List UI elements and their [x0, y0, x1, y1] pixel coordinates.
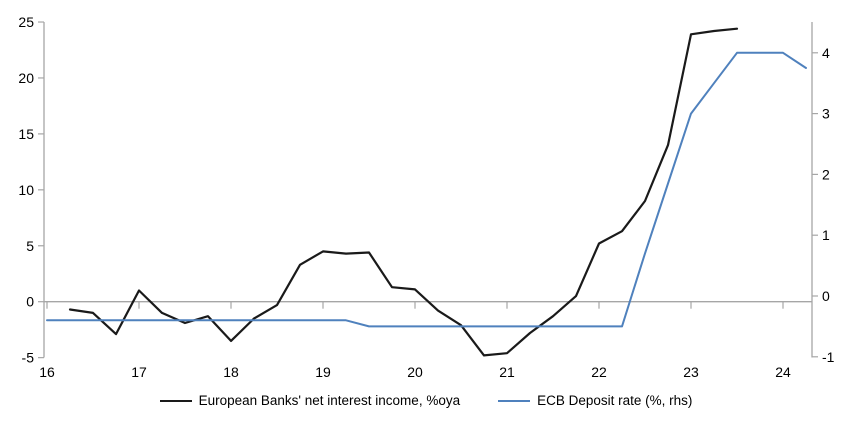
right-axis-tick-label: 1	[822, 227, 830, 243]
x-axis-tick-label: 24	[775, 364, 791, 380]
x-axis-tick-label: 18	[223, 364, 239, 380]
legend-line-swatch-black	[159, 399, 192, 402]
left-axis-tick-label: 0	[26, 294, 34, 310]
left-axis-tick-label: 10	[18, 182, 34, 198]
legend-item-ecb-deposit-rate: ECB Deposit rate (%, rhs)	[498, 393, 692, 408]
legend-label-ecb-deposit-rate: ECB Deposit rate (%, rhs)	[537, 393, 693, 408]
x-axis-tick-label: 16	[39, 364, 55, 380]
x-axis-tick-label: 21	[499, 364, 515, 380]
x-axis-tick-label: 17	[131, 364, 147, 380]
x-axis-tick-label: 20	[407, 364, 423, 380]
right-axis-tick-label: 0	[822, 288, 830, 304]
legend-line-swatch-blue	[498, 399, 531, 402]
x-axis-tick-label: 23	[683, 364, 699, 380]
right-axis-tick-label: 3	[822, 106, 830, 122]
left-axis-tick-label: 15	[18, 126, 34, 142]
right-axis-tick-label: 4	[822, 45, 830, 61]
right-axis-tick-label: 2	[822, 166, 830, 182]
left-axis-tick-label: 20	[18, 70, 34, 86]
legend-label-net-interest-income: European Banks' net interest income, %oy…	[198, 393, 461, 408]
x-axis-tick-label: 22	[591, 364, 607, 380]
series-line-ecb-deposit-rate	[46, 51, 807, 328]
chart-legend: European Banks' net interest income, %oy…	[0, 393, 852, 408]
legend-item-net-interest-income: European Banks' net interest income, %oy…	[159, 393, 461, 408]
x-axis-tick-label: 19	[315, 364, 331, 380]
left-axis-tick-label: 5	[26, 238, 34, 254]
left-axis-tick-label: -5	[22, 350, 35, 366]
left-axis-tick-label: 25	[18, 14, 34, 30]
right-axis-tick-label: -1	[822, 349, 835, 365]
series-line-net-interest-income	[68, 27, 739, 357]
